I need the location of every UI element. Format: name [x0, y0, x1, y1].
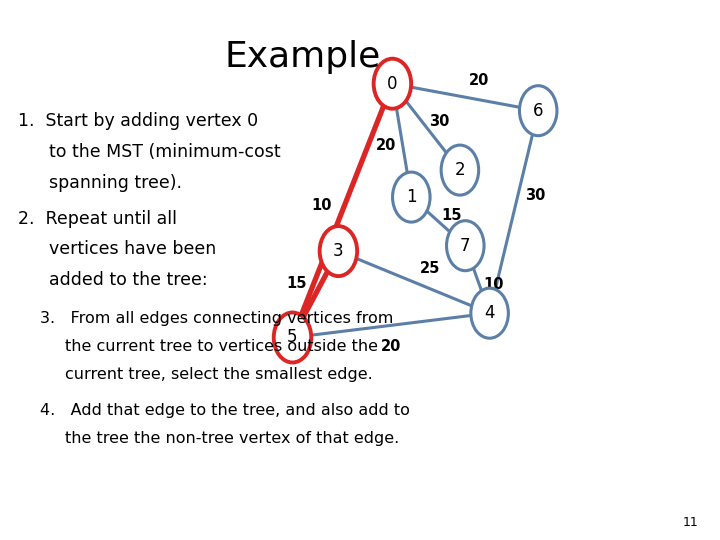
Text: to the MST (minimum-cost: to the MST (minimum-cost: [49, 143, 281, 161]
Text: added to the tree:: added to the tree:: [49, 271, 207, 289]
Text: 1: 1: [406, 188, 417, 206]
Ellipse shape: [320, 226, 357, 276]
Text: 3: 3: [333, 242, 343, 260]
Text: 0: 0: [387, 75, 397, 93]
Text: spanning tree).: spanning tree).: [49, 174, 182, 192]
Text: 3.   From all edges connecting vertices from: 3. From all edges connecting vertices fr…: [40, 311, 393, 326]
Text: 7: 7: [460, 237, 471, 255]
Text: 4: 4: [485, 304, 495, 322]
Text: 30: 30: [429, 114, 450, 129]
Text: the current tree to vertices outside the: the current tree to vertices outside the: [65, 339, 378, 354]
Text: 11: 11: [683, 516, 698, 529]
Text: 15: 15: [287, 276, 307, 291]
Text: 30: 30: [526, 188, 546, 203]
Ellipse shape: [392, 172, 430, 222]
Text: Example: Example: [224, 40, 381, 75]
Ellipse shape: [441, 145, 479, 195]
Text: current tree, select the smallest edge.: current tree, select the smallest edge.: [65, 367, 372, 382]
Text: 10: 10: [312, 198, 332, 213]
Text: 2.  Repeat until all: 2. Repeat until all: [18, 210, 177, 228]
Ellipse shape: [471, 288, 508, 338]
Text: 20: 20: [469, 73, 489, 89]
Text: 2: 2: [454, 161, 465, 179]
Text: 25: 25: [420, 261, 441, 276]
Text: the tree the non-tree vertex of that edge.: the tree the non-tree vertex of that edg…: [65, 431, 399, 446]
Text: 15: 15: [441, 208, 462, 224]
Ellipse shape: [374, 59, 411, 109]
Text: 1.  Start by adding vertex 0: 1. Start by adding vertex 0: [18, 112, 258, 131]
Text: vertices have been: vertices have been: [49, 240, 216, 259]
Text: 4.   Add that edge to the tree, and also add to: 4. Add that edge to the tree, and also a…: [40, 403, 410, 418]
Text: 6: 6: [533, 102, 544, 120]
Text: 20: 20: [375, 138, 396, 153]
Text: 20: 20: [381, 340, 401, 354]
Ellipse shape: [519, 86, 557, 136]
Text: 5: 5: [287, 328, 298, 347]
Ellipse shape: [446, 221, 484, 271]
Ellipse shape: [274, 313, 311, 362]
Text: 10: 10: [483, 278, 504, 292]
